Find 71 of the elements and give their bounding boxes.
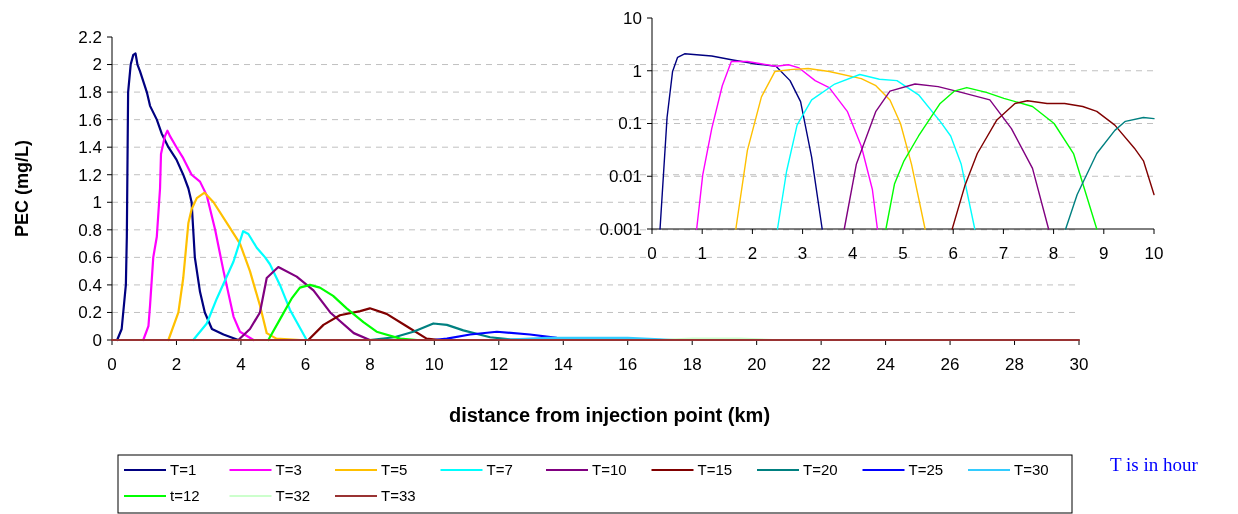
y-tick-label: 1 [632,61,642,81]
legend-label: T=33 [381,487,416,505]
legend-label: T=3 [275,461,302,479]
x-tick-label: 8 [365,355,375,374]
line-series [735,67,926,230]
y-tick-label: 0.8 [78,220,102,240]
x-tick-label: 6 [300,355,311,374]
legend-label: T=10 [592,461,627,479]
y-tick-label: 1.8 [78,83,102,103]
x-tick-label: 26 [940,355,960,374]
legend-label: T=32 [275,487,311,505]
y-tick-label: 2.2 [78,27,102,47]
x-tick-label: 18 [682,355,702,374]
y-tick-label: 1.6 [78,110,102,130]
x-tick-label: 3 [797,244,808,263]
x-tick-label: 2 [747,244,758,263]
line-series [142,129,255,342]
x-tick-label: 10 [1144,244,1164,263]
x-tick-label: 1 [697,244,707,263]
legend-label: T=5 [381,461,408,479]
x-tick-label: 9 [1099,244,1109,263]
y-tick-label: 0.01 [608,167,642,187]
x-tick-label: 20 [747,355,767,374]
x-tick-label: 4 [848,244,858,263]
y-tick-label: 1.4 [78,138,102,158]
x-tick-label: 0 [647,244,657,263]
y-tick-label: 0.001 [599,219,642,239]
x-tick-label: 4 [236,355,246,374]
x-tick-label: 22 [811,355,831,374]
legend-label: T=30 [1014,461,1049,479]
legend-label: T=1 [170,461,197,479]
x-tick-label: 16 [618,355,638,374]
y-tick-label: 0.4 [78,275,102,295]
x-tick-label: 30 [1069,355,1089,374]
legend-label: t=12 [170,487,200,505]
line-series [695,60,879,230]
line-series [951,100,1155,230]
legend-label: T=20 [803,461,838,479]
line-series [192,230,308,342]
x-tick-label: 6 [948,244,958,263]
legend-label: T=7 [486,461,513,479]
line-series [116,52,240,342]
line-series [237,265,371,342]
y-tick-label: 0.1 [618,114,642,134]
x-tick-label: 28 [1005,355,1024,374]
y-tick-label: 1 [92,193,102,213]
y-axis-title: PEC (mg/L) [12,140,32,237]
x-axis-title: distance from injection point (km) [448,404,771,426]
legend-label: T=25 [908,461,944,479]
legend-label: T=15 [697,461,733,479]
x-tick-label: 10 [424,355,444,374]
x-tick-label: 24 [876,355,896,374]
y-tick-label: 0 [92,330,102,350]
x-tick-label: 14 [553,355,573,374]
y-tick-label: 2 [92,55,102,75]
x-tick-label: 7 [998,244,1009,263]
y-tick-label: 1.2 [78,165,102,185]
x-tick-label: 8 [1048,244,1059,263]
line-series [1064,116,1155,230]
y-tick-label: 0.2 [78,303,102,323]
line-series [659,53,823,230]
line-series [843,83,1050,230]
y-tick-label: 0.6 [78,248,102,268]
x-tick-label: 5 [898,244,908,263]
line-series [776,73,976,230]
y-tick-label: 10 [623,8,642,28]
text: T is in hour [1110,454,1199,475]
x-tick-label: 12 [489,355,509,374]
line-series [885,86,1098,230]
x-tick-label: 2 [171,355,182,374]
x-tick-label: 0 [107,355,117,374]
